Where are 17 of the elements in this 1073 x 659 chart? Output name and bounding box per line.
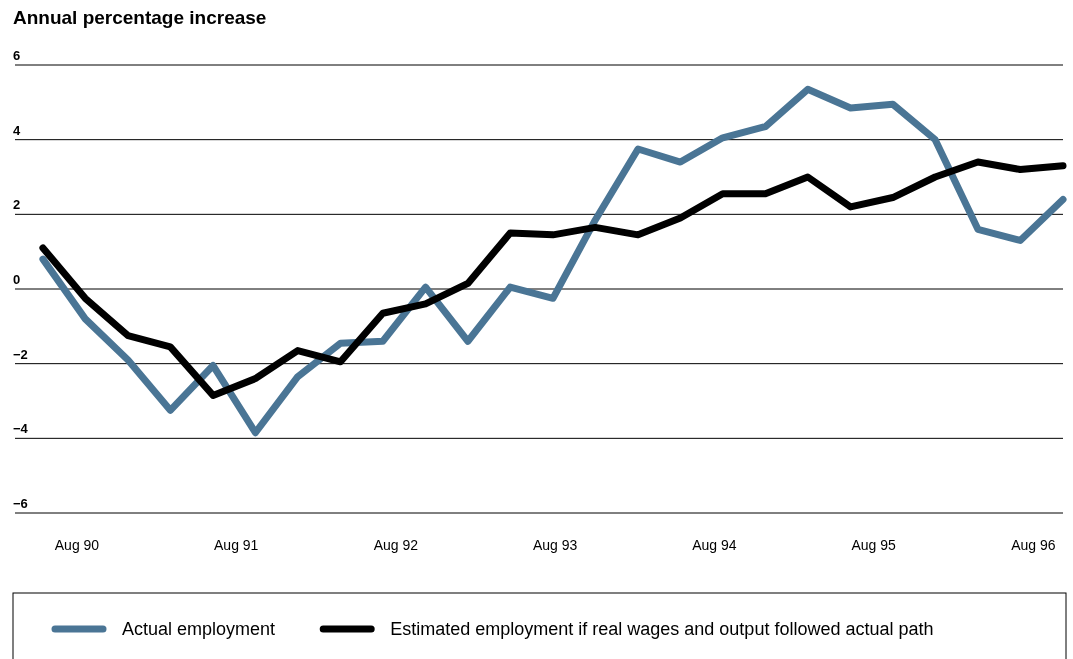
y-tick-label: −6 <box>13 496 28 511</box>
x-tick-label: Aug 91 <box>214 537 259 553</box>
y-tick-label: 2 <box>13 197 21 213</box>
x-tick-label: Aug 95 <box>851 537 897 553</box>
x-tick-label: Aug 96 <box>1011 537 1056 553</box>
y-tick-label: −2 <box>13 346 28 362</box>
legend-label: Actual employment <box>122 619 276 639</box>
x-tick-label: Aug 90 <box>54 537 100 553</box>
y-tick-label: 6 <box>13 48 21 63</box>
chart-title: Annual percentage increase <box>13 7 267 28</box>
x-tick-label: Aug 94 <box>692 537 737 553</box>
x-tick-label: Aug 92 <box>373 537 419 553</box>
x-tick-label: Aug 93 <box>532 537 578 553</box>
y-tick-label: −4 <box>13 421 29 437</box>
y-tick-label: 0 <box>13 272 21 287</box>
y-tick-label: 4 <box>13 122 21 138</box>
legend-label: Estimated employment if real wages and output followed actual path <box>390 619 934 639</box>
